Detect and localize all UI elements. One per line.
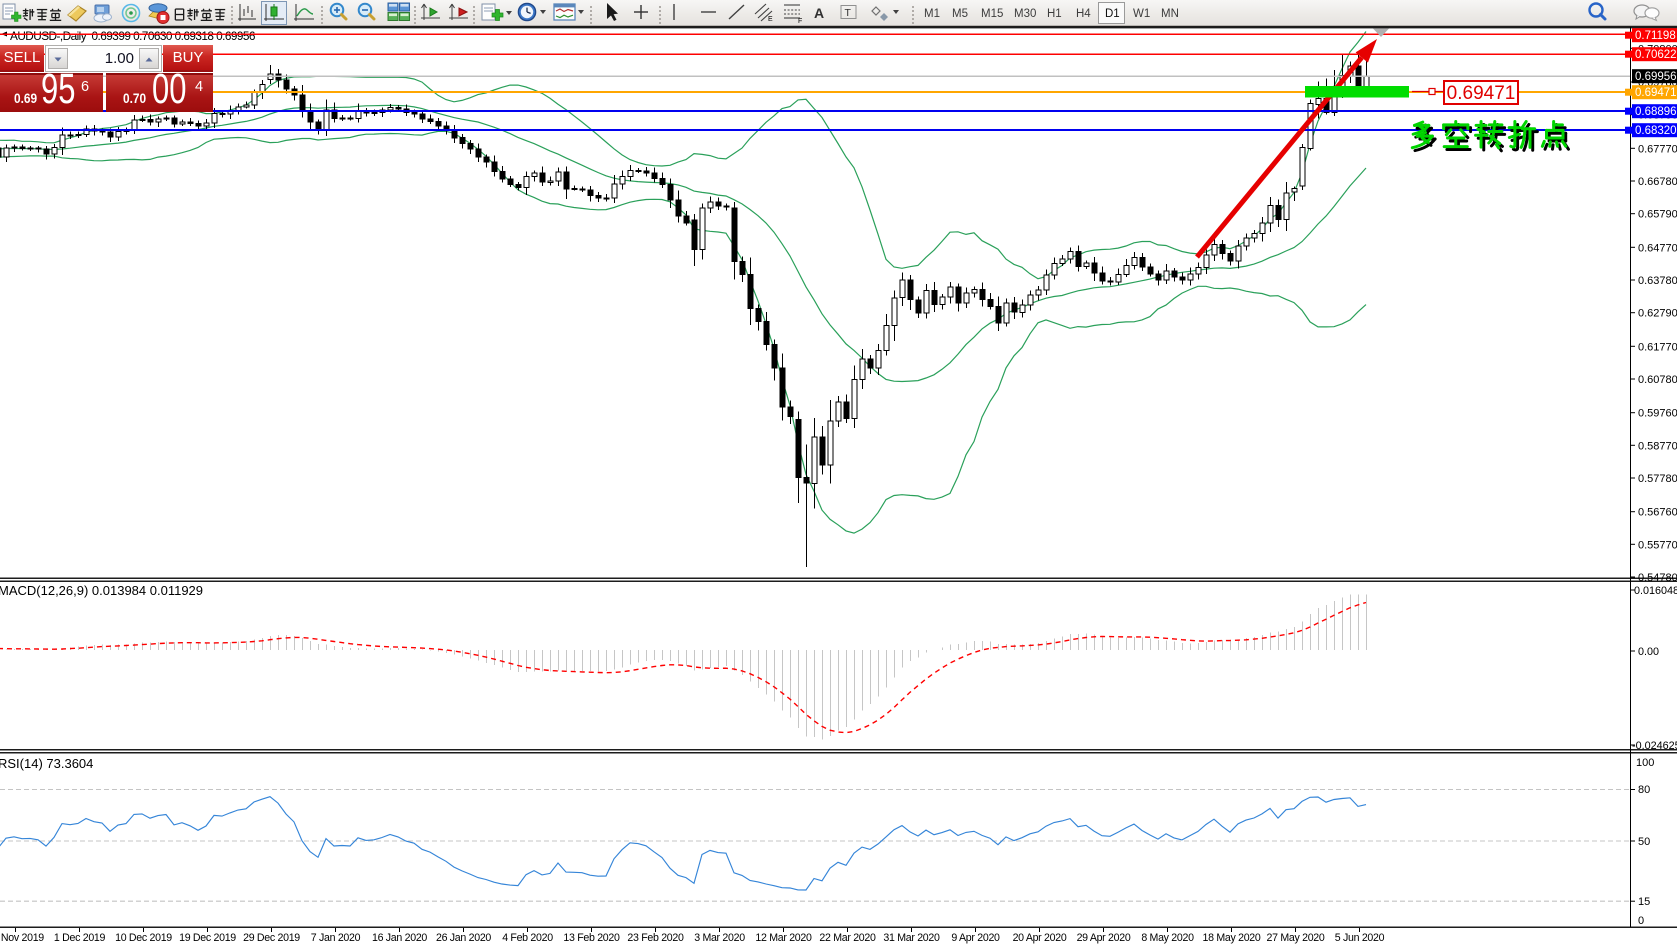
svg-text:10 Dec 2019: 10 Dec 2019 (115, 932, 172, 944)
svg-text:9 Apr 2020: 9 Apr 2020 (951, 932, 1000, 944)
svg-text:M1: M1 (924, 8, 940, 20)
svg-text:31 Mar 2020: 31 Mar 2020 (883, 932, 940, 944)
svg-text:80: 80 (1638, 784, 1650, 796)
svg-text:29 Dec 2019: 29 Dec 2019 (243, 932, 300, 944)
svg-text:0.59760: 0.59760 (1638, 408, 1677, 420)
svg-text:0.60780: 0.60780 (1638, 374, 1677, 386)
svg-text:1 Dec 2019: 1 Dec 2019 (54, 932, 106, 944)
svg-text:0.69956: 0.69956 (1635, 71, 1677, 83)
svg-text:18 May 2020: 18 May 2020 (1203, 932, 1261, 944)
svg-text:M5: M5 (952, 8, 968, 20)
svg-text:0.62790: 0.62790 (1638, 308, 1677, 320)
svg-text:0.70622: 0.70622 (1635, 49, 1677, 61)
svg-text:29 Apr 2020: 29 Apr 2020 (1077, 932, 1131, 944)
svg-text:H4: H4 (1076, 8, 1091, 20)
svg-text:0.69471: 0.69471 (1635, 87, 1677, 99)
svg-text:A: A (814, 5, 824, 21)
svg-text:0.64770: 0.64770 (1638, 242, 1677, 254)
svg-text:0.57780: 0.57780 (1638, 473, 1677, 485)
svg-text:20 Apr 2020: 20 Apr 2020 (1013, 932, 1067, 944)
svg-text:7 Jan 2020: 7 Jan 2020 (311, 932, 361, 944)
svg-text:0.54780: 0.54780 (1638, 572, 1677, 584)
svg-text:100: 100 (1636, 757, 1654, 769)
svg-text:0: 0 (1638, 915, 1644, 927)
svg-text:-0.024625: -0.024625 (1632, 740, 1677, 752)
svg-text:22 Mar 2020: 22 Mar 2020 (819, 932, 876, 944)
svg-text:AUDUSD-,Daily 0.69399 0.70630: AUDUSD-,Daily 0.69399 0.70630 0.69318 0.… (10, 29, 256, 43)
svg-text:15: 15 (1638, 896, 1650, 908)
svg-text:8 May 2020: 8 May 2020 (1141, 932, 1194, 944)
svg-text:13 Feb 2020: 13 Feb 2020 (563, 932, 620, 944)
svg-text:0.016048: 0.016048 (1634, 585, 1677, 597)
svg-text:21 Nov 2019: 21 Nov 2019 (0, 932, 44, 944)
svg-text:27 May 2020: 27 May 2020 (1267, 932, 1325, 944)
svg-text:4 Feb 2020: 4 Feb 2020 (502, 932, 553, 944)
svg-text:0.55770: 0.55770 (1638, 539, 1677, 551)
svg-text:0.00: 0.00 (1638, 646, 1659, 658)
svg-text:M15: M15 (981, 8, 1003, 20)
svg-text:19 Dec 2019: 19 Dec 2019 (179, 932, 236, 944)
svg-text:M30: M30 (1014, 8, 1036, 20)
svg-text:0.71198: 0.71198 (1635, 30, 1676, 42)
svg-text:50: 50 (1638, 836, 1650, 848)
svg-text:0.67770: 0.67770 (1638, 143, 1677, 155)
svg-text:12 Mar 2020: 12 Mar 2020 (755, 932, 812, 944)
svg-text:F: F (798, 18, 802, 25)
svg-text:0.65790: 0.65790 (1638, 209, 1677, 221)
svg-text:0.63780: 0.63780 (1638, 275, 1677, 287)
svg-text:RSI(14) 73.3604: RSI(14) 73.3604 (0, 756, 93, 771)
svg-text:3 Mar 2020: 3 Mar 2020 (694, 932, 745, 944)
svg-text:0.61770: 0.61770 (1638, 341, 1677, 353)
svg-text:0.69471: 0.69471 (1447, 83, 1516, 104)
svg-text:E: E (768, 16, 773, 23)
svg-text:T: T (845, 7, 852, 19)
svg-text:MN: MN (1161, 8, 1179, 20)
svg-text:0.56760: 0.56760 (1638, 507, 1677, 519)
svg-text:H1: H1 (1047, 8, 1062, 20)
svg-text:0.66780: 0.66780 (1638, 176, 1677, 188)
svg-text:0.68896: 0.68896 (1635, 106, 1677, 118)
svg-text:0.58770: 0.58770 (1638, 440, 1677, 452)
svg-text:0.68320: 0.68320 (1635, 125, 1677, 137)
svg-text:MACD(12,26,9) 0.013984 0.01192: MACD(12,26,9) 0.013984 0.011929 (0, 583, 203, 598)
svg-text:16 Jan 2020: 16 Jan 2020 (372, 932, 427, 944)
svg-text:23 Feb 2020: 23 Feb 2020 (627, 932, 684, 944)
svg-text:D1: D1 (1105, 8, 1120, 20)
svg-text:W1: W1 (1133, 8, 1150, 20)
svg-text:5 Jun 2020: 5 Jun 2020 (1335, 932, 1385, 944)
svg-text:26 Jan 2020: 26 Jan 2020 (436, 932, 491, 944)
